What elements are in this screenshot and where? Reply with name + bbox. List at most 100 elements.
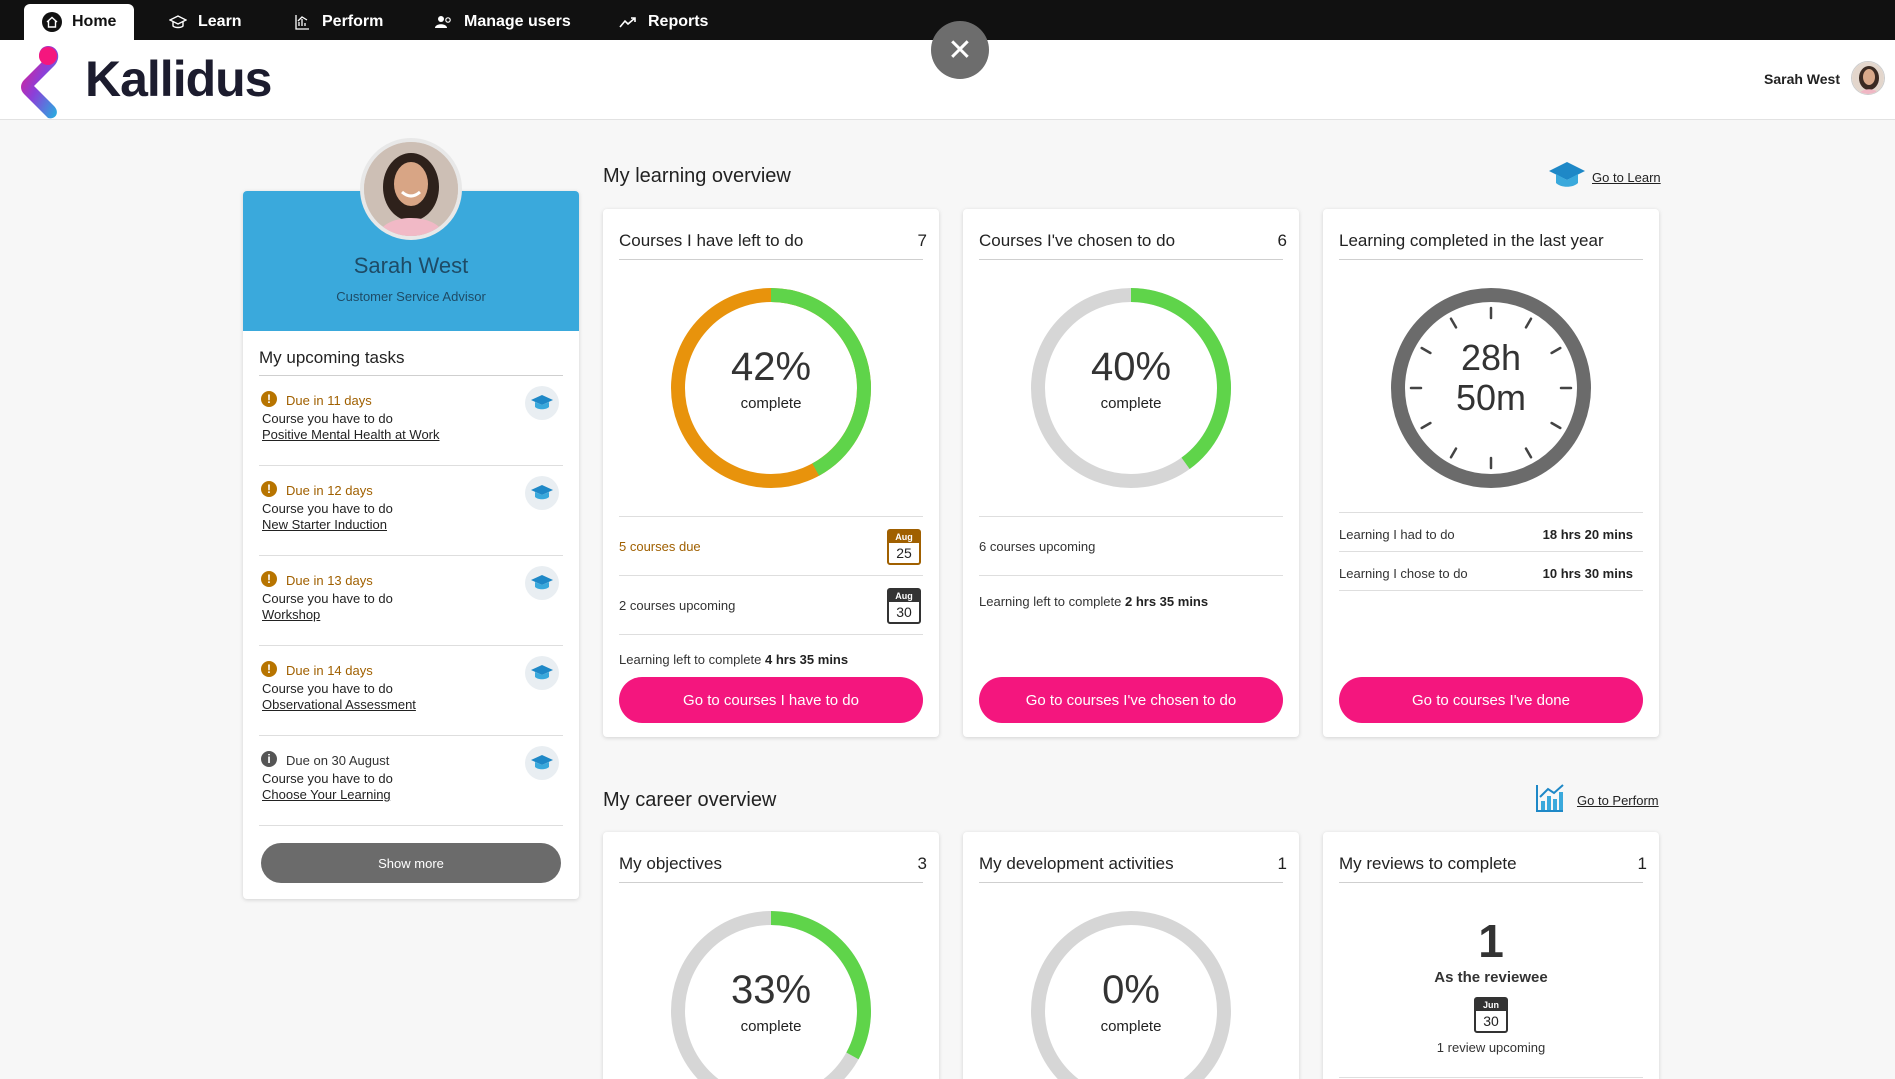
task-link[interactable]: New Starter Induction xyxy=(262,517,388,532)
learning-left-text: Learning left to complete 2 hrs 35 mins xyxy=(979,594,1208,609)
profile-card: Sarah West Customer Service Advisor My u… xyxy=(243,138,579,899)
learning-completed-card: Learning completed in the last year 28h … xyxy=(1323,209,1659,737)
profile-name: Sarah West xyxy=(353,253,469,278)
learning-left-value: 2 hrs 35 mins xyxy=(1125,594,1209,609)
warning-icon: ! xyxy=(261,661,277,677)
card-count: 6 xyxy=(1277,231,1287,250)
learning-left-value: 4 hrs 35 mins xyxy=(765,652,849,667)
task-link[interactable]: Choose Your Learning xyxy=(262,787,391,802)
tab-reports[interactable]: Reports xyxy=(600,4,726,40)
task-item: ! Due in 13 days Course you have to do W… xyxy=(259,556,563,646)
tab-perform-label: Perform xyxy=(322,13,384,30)
learning-left-label: Learning left to complete xyxy=(979,594,1122,609)
courses-chosen-card: Courses I've chosen to do 6 40% complete… xyxy=(963,209,1299,737)
calendar-day: 30 xyxy=(1483,1013,1499,1029)
clock-icon: 28h 50m xyxy=(1388,285,1594,491)
task-item: i Due on 30 August Course you have to do… xyxy=(259,736,563,826)
calendar-month: Jun xyxy=(1476,999,1506,1011)
divider xyxy=(979,882,1283,883)
task-due: Due on 30 August xyxy=(286,753,390,768)
learning-left-text: Learning left to complete 4 hrs 35 mins xyxy=(619,652,848,667)
calendar-icon: Jun 30 xyxy=(1474,997,1508,1033)
go-to-perform-link[interactable]: Go to Perform xyxy=(1577,793,1659,808)
chart-icon xyxy=(292,12,312,32)
chart-icon xyxy=(1535,783,1565,818)
card-count: 7 xyxy=(917,231,927,250)
task-due: Due in 11 days xyxy=(286,393,372,408)
courses-upcoming-text: 2 courses upcoming xyxy=(619,598,736,613)
profile-avatar xyxy=(360,138,462,240)
profile-role: Customer Service Advisor xyxy=(336,289,486,304)
divider xyxy=(1339,259,1643,260)
go-to-learn-link[interactable]: Go to Learn xyxy=(1592,170,1661,185)
card-title: My reviews to complete xyxy=(1339,854,1517,873)
task-kind: Course you have to do xyxy=(262,411,393,426)
show-more-button[interactable]: Show more xyxy=(261,843,561,883)
gauge-label: complete xyxy=(1100,395,1162,412)
task-due: Due in 13 days xyxy=(286,573,373,588)
close-button[interactable]: ✕ xyxy=(931,21,989,79)
card-title: Courses I've chosen to do xyxy=(979,231,1176,250)
task-item: ! Due in 12 days Course you have to do N… xyxy=(259,466,563,556)
tab-learn-label: Learn xyxy=(198,13,242,30)
task-due: Due in 14 days xyxy=(286,663,373,678)
calendar-icon: Aug 25 xyxy=(887,529,921,565)
users-icon xyxy=(434,12,454,32)
upcoming-tasks-title: My upcoming tasks xyxy=(259,348,405,367)
reviews-big-count: 1 xyxy=(1478,915,1504,967)
learning-left-label: Learning left to complete xyxy=(619,652,762,667)
completed-minutes: 50m xyxy=(1455,377,1527,418)
task-link[interactable]: Workshop xyxy=(262,607,321,622)
go-to-courses-have-to-do-button[interactable]: Go to courses I have to do xyxy=(619,677,923,723)
task-link[interactable]: Observational Assessment xyxy=(262,697,416,712)
learning-chose-label: Learning I chose to do xyxy=(1339,566,1468,581)
graduation-cap-icon xyxy=(525,746,559,780)
clock-tick xyxy=(1449,447,1458,459)
tab-home[interactable]: Home xyxy=(24,4,135,40)
card-count: 3 xyxy=(917,854,927,873)
reviews-card: My reviews to complete 1 1 As the review… xyxy=(1323,832,1659,1079)
gauge-label: complete xyxy=(740,395,802,412)
learning-chose-value: 10 hrs 30 mins xyxy=(1542,566,1633,581)
divider xyxy=(619,575,923,576)
graduation-cap-icon xyxy=(1548,160,1586,197)
tab-reports-label: Reports xyxy=(648,13,709,30)
task-link[interactable]: Positive Mental Health at Work xyxy=(262,427,440,442)
divider xyxy=(979,516,1283,517)
clock-tick xyxy=(1550,421,1562,430)
divider xyxy=(979,575,1283,576)
card-title: My development activities xyxy=(979,854,1174,873)
development-card: My development activities 1 0% complete xyxy=(963,832,1299,1079)
tab-perform[interactable]: Perform xyxy=(274,4,401,40)
reviewee-label: As the reviewee xyxy=(1434,969,1548,986)
header-user-name[interactable]: Sarah West xyxy=(1764,71,1840,87)
learning-had-label: Learning I had to do xyxy=(1339,527,1455,542)
clock-tick xyxy=(1524,317,1533,329)
task-kind: Course you have to do xyxy=(262,681,393,696)
warning-icon: ! xyxy=(261,571,277,587)
gauge-percent: 40% xyxy=(1090,345,1172,389)
header-avatar[interactable] xyxy=(1851,61,1885,95)
go-to-courses-done-button[interactable]: Go to courses I've done xyxy=(1339,677,1643,723)
learning-overview-title: My learning overview xyxy=(603,165,791,187)
graduation-cap-icon xyxy=(168,12,188,32)
progress-gauge: 42% complete xyxy=(668,285,874,491)
info-icon: i xyxy=(261,751,277,767)
clock-tick xyxy=(1420,346,1432,355)
gauge-percent: 0% xyxy=(1102,968,1160,1012)
divider xyxy=(1339,590,1643,591)
review-upcoming-text: 1 review upcoming xyxy=(1436,1040,1546,1055)
tab-manage-users[interactable]: Manage users xyxy=(416,4,589,40)
career-overview-title: My career overview xyxy=(603,789,777,811)
task-item: ! Due in 11 days Course you have to do P… xyxy=(259,376,563,466)
divider xyxy=(979,259,1283,260)
go-to-courses-chosen-button[interactable]: Go to courses I've chosen to do xyxy=(979,677,1283,723)
objectives-card: My objectives 3 33% complete xyxy=(603,832,939,1079)
graduation-cap-icon xyxy=(525,566,559,600)
completed-hours: 28h xyxy=(1460,337,1522,378)
warning-icon: ! xyxy=(261,481,277,497)
gauge-label: complete xyxy=(740,1018,802,1035)
progress-gauge: 33% complete xyxy=(668,908,874,1079)
tab-learn[interactable]: Learn xyxy=(150,4,260,40)
gauge-percent: 42% xyxy=(730,345,812,389)
